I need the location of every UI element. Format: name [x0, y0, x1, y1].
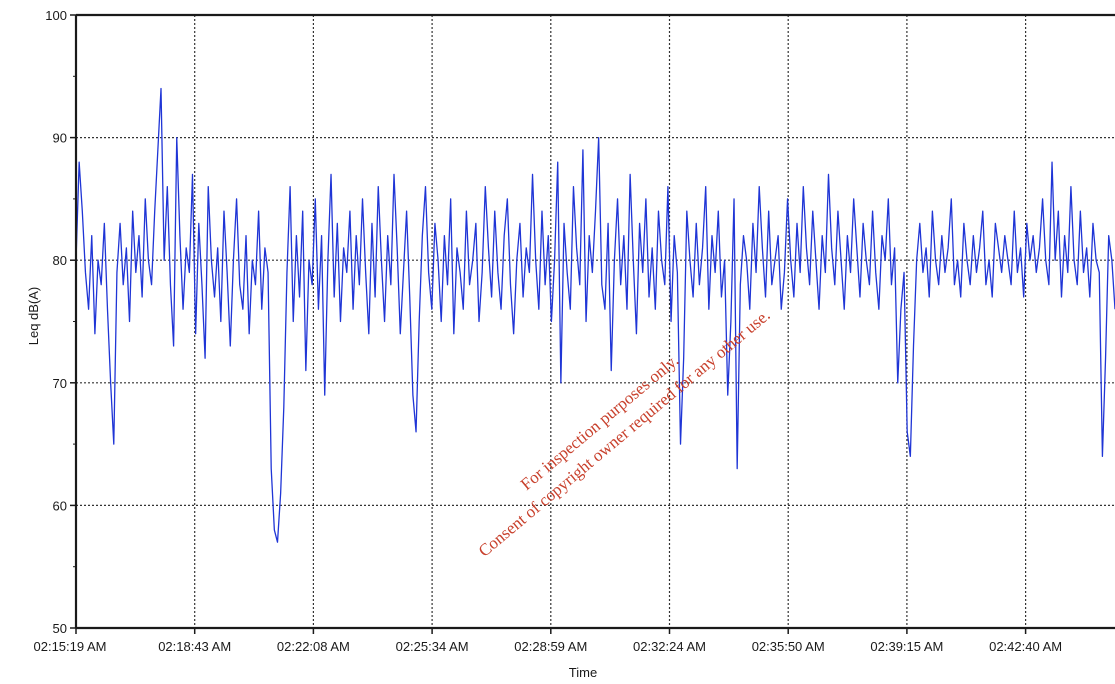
series-line-0: [75, 87, 1115, 543]
watermark-line-2: Consent of copyright owner required for …: [475, 305, 774, 560]
y-tick-label-80: 80: [53, 253, 67, 268]
x-axis-title: Time: [569, 665, 597, 680]
y-tick-label-70: 70: [53, 376, 67, 391]
x-tick-label-1: 02:18:43 AM: [158, 639, 231, 654]
watermark-line-1: For inspection purposes only.: [517, 351, 682, 494]
x-tick-label-0: 02:15:19 AM: [34, 639, 107, 654]
x-tick-label-3: 02:25:34 AM: [396, 639, 469, 654]
x-tick-label-7: 02:39:15 AM: [870, 639, 943, 654]
y-axis-title: Leq dB(A): [26, 287, 41, 346]
x-tick-label-4: 02:28:59 AM: [514, 639, 587, 654]
y-tick-label-60: 60: [53, 498, 67, 513]
y-tick-label-100: 100: [45, 8, 67, 23]
x-tick-labels: 02:15:19 AM 02:18:43 AM 02:22:08 AM 02:25:3…: [34, 628, 1062, 654]
y-tick-labels: 50 60 70 80 90 100: [45, 8, 76, 636]
x-tick-label-6: 02:35:50 AM: [752, 639, 825, 654]
series-layer: [75, 87, 1115, 543]
y-tick-label-90: 90: [53, 131, 67, 146]
x-tick-label-2: 02:22:08 AM: [277, 639, 350, 654]
gridlines: [76, 15, 1115, 628]
y-tick-label-50: 50: [53, 621, 67, 636]
x-tick-label-8: 02:42:40 AM: [989, 639, 1062, 654]
plot-frame: [74, 13, 1115, 630]
x-tick-label-5: 02:32:24 AM: [633, 639, 706, 654]
